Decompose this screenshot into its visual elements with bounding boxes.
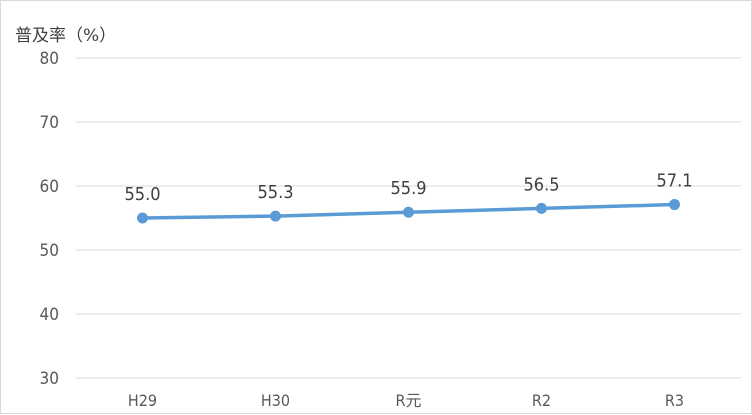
data-point — [137, 212, 148, 224]
x-tick-label: H30 — [261, 391, 290, 410]
y-tick-label: 80 — [40, 49, 59, 69]
x-tick-label: R3 — [665, 391, 684, 410]
y-axis-title: 普及率（%） — [15, 26, 117, 46]
data-point — [536, 202, 547, 214]
y-tick-label: 40 — [40, 305, 59, 325]
data-label: 57.1 — [656, 171, 692, 192]
data-label: 56.5 — [523, 174, 559, 195]
y-tick-label: 50 — [40, 241, 59, 261]
y-tick-label: 60 — [40, 177, 59, 197]
data-label: 55.9 — [390, 178, 426, 199]
data-point — [669, 199, 680, 211]
x-tick-label: R元 — [395, 391, 421, 410]
data-label: 55.3 — [257, 182, 293, 203]
x-tick-label: R2 — [532, 391, 551, 410]
x-tick-label: H29 — [128, 391, 157, 410]
data-label: 55.0 — [124, 184, 160, 205]
data-point — [270, 210, 281, 222]
data-point — [403, 206, 414, 218]
y-tick-label: 30 — [40, 369, 59, 389]
y-tick-label: 70 — [40, 113, 59, 133]
